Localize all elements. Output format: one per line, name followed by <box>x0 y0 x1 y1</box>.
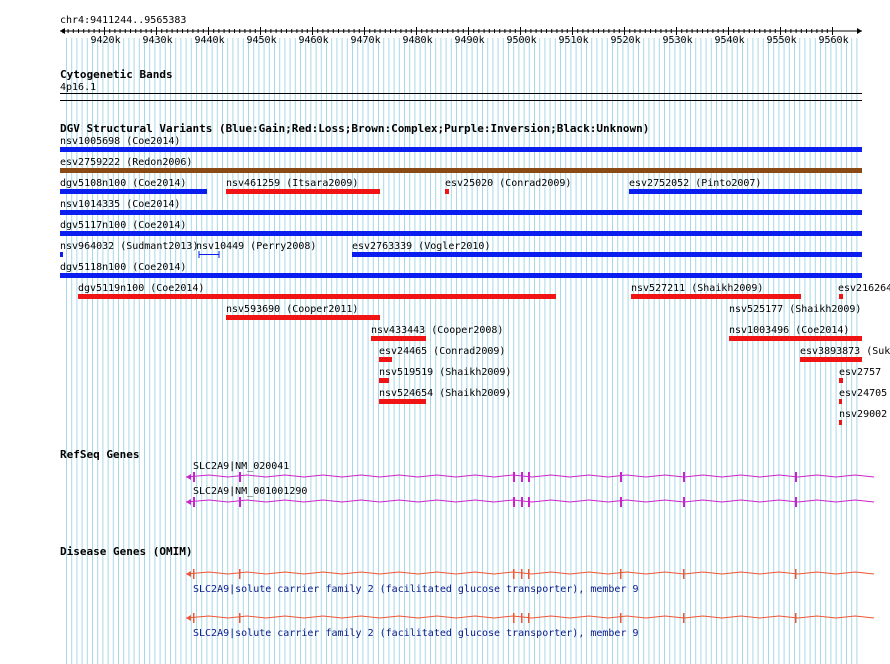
omim-gene-label: SLC2A9|solute carrier family 2 (facilita… <box>193 584 639 595</box>
refseq-transcript-label: SLC2A9|NM_001001290 <box>193 486 308 497</box>
cytoband-bar-bottom <box>60 100 862 101</box>
dgv-label: nsv1005698 (Coe2014) <box>60 136 181 147</box>
dgv-feature-loss[interactable] <box>445 189 449 194</box>
dgv-feature-loss[interactable] <box>226 189 380 194</box>
dgv-feature-loss[interactable] <box>839 294 843 299</box>
cytoband-bar-top <box>60 93 862 94</box>
dgv-label: nsv1003496 (Coe2014) <box>729 325 850 336</box>
dgv-feature-loss[interactable] <box>379 378 389 383</box>
refseq-title: RefSeq Genes <box>60 448 140 461</box>
dgv-label: nsv1014335 (Coe2014) <box>60 199 181 210</box>
ruler-tick-label: 9420k <box>90 35 121 46</box>
ruler-tick-label: 9500k <box>506 35 537 46</box>
ruler-tick-label: 9470k <box>350 35 381 46</box>
omim-gene-1[interactable] <box>0 567 890 581</box>
dgv-feature-gain[interactable] <box>60 252 63 257</box>
dgv-feature-loss[interactable] <box>371 336 426 341</box>
ruler-tick-label: 9490k <box>454 35 485 46</box>
dgv-label: nsv461259 (Itsara2009) <box>226 178 359 189</box>
dgv-feature-loss[interactable] <box>78 294 556 299</box>
dgv-feature-gain[interactable] <box>352 252 862 257</box>
dgv-feature-loss[interactable] <box>379 357 392 362</box>
dgv-label: dgv5117n100 (Coe2014) <box>60 220 187 231</box>
dgv-label: esv24465 (Conrad2009) <box>379 346 506 357</box>
dgv-feature-gain-small[interactable] <box>196 250 222 259</box>
omim-title: Disease Genes (OMIM) <box>60 545 193 558</box>
dgv-label: nsv524654 (Shaikh2009) <box>379 388 512 399</box>
dgv-label: dgv5118n100 (Coe2014) <box>60 262 187 273</box>
dgv-label: nsv525177 (Shaikh2009) <box>729 304 862 315</box>
omim-gene-2[interactable] <box>0 611 890 625</box>
dgv-label: dgv5108n100 (Coe2014) <box>60 178 187 189</box>
cytoband-label: 4p16.1 <box>60 82 97 93</box>
ruler-tick-label: 9520k <box>610 35 641 46</box>
dgv-feature-complex[interactable] <box>60 168 862 173</box>
dgv-label: nsv10449 (Perry2008) <box>196 241 317 252</box>
ruler-tick-label: 9540k <box>714 35 745 46</box>
dgv-feature-loss[interactable] <box>631 294 801 299</box>
dgv-label: nsv964032 (Sudmant2013) <box>60 241 199 252</box>
dgv-label: esv216264 <box>838 283 890 294</box>
cytobands-title: Cytogenetic Bands <box>60 68 173 81</box>
dgv-label: nsv593690 (Cooper2011) <box>226 304 359 315</box>
refseq-transcript-1[interactable] <box>0 470 890 484</box>
dgv-label: esv2752052 (Pinto2007) <box>629 178 762 189</box>
ruler-tick-label: 9510k <box>558 35 589 46</box>
dgv-label: nsv433443 (Cooper2008) <box>371 325 504 336</box>
dgv-feature-loss[interactable] <box>839 378 843 383</box>
dgv-label: nsv519519 (Shaikh2009) <box>379 367 512 378</box>
dgv-label: dgv5119n100 (Coe2014) <box>78 283 205 294</box>
dgv-feature-gain[interactable] <box>60 273 862 278</box>
dgv-feature-gain[interactable] <box>60 189 207 194</box>
dgv-label: esv2763339 (Vogler2010) <box>352 241 491 252</box>
dgv-label: esv25020 (Conrad2009) <box>445 178 572 189</box>
dgv-label: esv2759222 (Redon2006) <box>60 157 193 168</box>
ruler-tick-label: 9450k <box>246 35 277 46</box>
refseq-transcript-2[interactable] <box>0 495 890 509</box>
dgv-feature-loss[interactable] <box>839 420 842 425</box>
dgv-label: esv2757 <box>839 367 882 378</box>
dgv-feature-loss[interactable] <box>729 336 862 341</box>
dgv-feature-gain[interactable] <box>60 210 862 215</box>
dgv-feature-gain[interactable] <box>60 147 862 152</box>
ruler-tick-label: 9530k <box>662 35 693 46</box>
dgv-feature-loss[interactable] <box>226 315 380 320</box>
ruler-tick-label: 9460k <box>298 35 329 46</box>
ruler-tick-label: 9430k <box>142 35 173 46</box>
dgv-label: nsv29002 <box>839 409 888 420</box>
dgv-title: DGV Structural Variants (Blue:Gain;Red:L… <box>60 122 650 135</box>
dgv-feature-loss[interactable] <box>839 399 842 404</box>
ruler[interactable] <box>0 0 890 50</box>
dgv-label: esv3893873 (Suk <box>800 346 890 357</box>
dgv-feature-loss[interactable] <box>800 357 862 362</box>
dgv-label: nsv527211 (Shaikh2009) <box>631 283 764 294</box>
omim-gene-label: SLC2A9|solute carrier family 2 (facilita… <box>193 628 639 639</box>
ruler-tick-label: 9550k <box>766 35 797 46</box>
ruler-tick-label: 9440k <box>194 35 225 46</box>
dgv-label: esv24705 <box>839 388 888 399</box>
dgv-feature-loss[interactable] <box>379 399 426 404</box>
dgv-feature-gain[interactable] <box>60 231 862 236</box>
dgv-feature-gain[interactable] <box>629 189 862 194</box>
ruler-tick-label: 9480k <box>402 35 433 46</box>
position-label: chr4:9411244..9565383 <box>60 15 187 26</box>
refseq-transcript-label: SLC2A9|NM_020041 <box>193 461 290 472</box>
ruler-tick-label: 9560k <box>818 35 849 46</box>
